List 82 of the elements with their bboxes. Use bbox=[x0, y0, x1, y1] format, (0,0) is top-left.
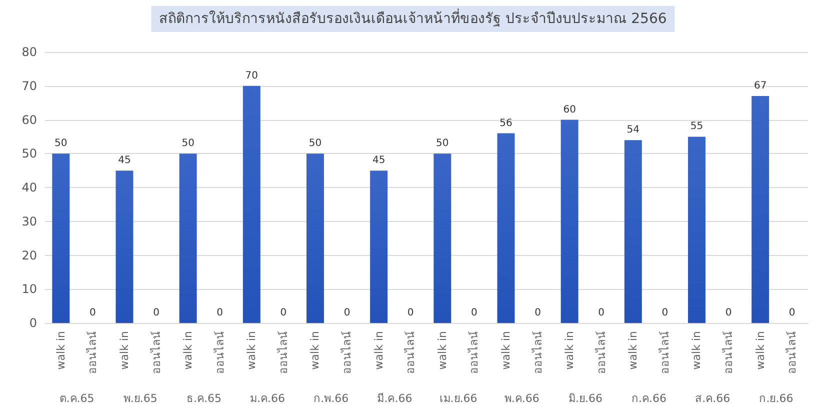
y-tick-label: 40 bbox=[22, 180, 37, 194]
x-tick-label: ออนไลน์ bbox=[531, 331, 544, 374]
y-tick-label: 0 bbox=[29, 316, 37, 330]
data-label: 0 bbox=[662, 308, 668, 318]
bar bbox=[116, 170, 134, 323]
x-tick-label: ออนไลน์ bbox=[276, 331, 290, 374]
x-tick-label: ออนไลน์ bbox=[86, 331, 100, 374]
x-tick-label: walk in bbox=[54, 330, 68, 370]
data-label: 45 bbox=[118, 155, 131, 166]
bar bbox=[52, 154, 70, 323]
text: เม.ย.66 bbox=[439, 392, 478, 405]
y-tick-label: 10 bbox=[22, 282, 37, 296]
bar bbox=[179, 154, 197, 323]
y-tick-label: 50 bbox=[22, 146, 37, 161]
x-tick-label: ออนไลน์ bbox=[150, 331, 163, 374]
data-label: 0 bbox=[153, 308, 160, 318]
x-tick-label: ออนไลน์ bbox=[594, 331, 608, 374]
x-tick-label: walk in bbox=[118, 330, 131, 370]
data-label: 50 bbox=[308, 138, 322, 150]
y-tick-label: 80 bbox=[22, 45, 37, 59]
text: ก.พ.66 bbox=[314, 392, 349, 405]
data-label: 0 bbox=[216, 308, 224, 318]
x-tick-label: ออนไลน์ bbox=[404, 331, 418, 374]
x-tick-label: walk in bbox=[182, 330, 195, 370]
text: มิ.ย.66 bbox=[568, 392, 602, 405]
text: ส.ค.66 bbox=[695, 392, 730, 405]
data-label: 70 bbox=[245, 70, 258, 82]
text: พ.ย.65 bbox=[123, 392, 158, 405]
chart-title: สถิติการให้บริการหนังสือรับรองเงินเดือนเจ้าหน้าที่ของรัฐ ประจำปีงบประมาณ 2566 bbox=[159, 9, 667, 27]
data-label: 67 bbox=[754, 80, 767, 92]
x-tick-label: ออนไลน์ bbox=[340, 331, 354, 374]
data-label: 50 bbox=[54, 138, 68, 150]
bar bbox=[370, 170, 388, 323]
x-tick-label: walk in bbox=[690, 330, 704, 370]
bar bbox=[560, 120, 578, 323]
text: ต.ค.65 bbox=[59, 392, 94, 405]
bar bbox=[752, 96, 770, 323]
bar bbox=[242, 86, 260, 323]
x-tick-label: walk in bbox=[245, 330, 258, 370]
data-label: 50 bbox=[182, 138, 194, 150]
data-label: 0 bbox=[90, 308, 96, 318]
data-label: 0 bbox=[534, 308, 541, 318]
bar bbox=[306, 154, 324, 323]
x-tick-label: walk in bbox=[563, 330, 576, 370]
x-tick-label: walk in bbox=[754, 330, 767, 370]
x-tick-label: ออนไลน์ bbox=[786, 331, 799, 374]
x-tick-label: walk in bbox=[308, 330, 322, 370]
data-label: 56 bbox=[500, 118, 512, 129]
x-tick-label: ออนไลน์ bbox=[213, 331, 226, 374]
x-tick-label: ออนไลน์ bbox=[722, 331, 736, 374]
text: พ.ค.66 bbox=[504, 392, 540, 405]
data-label: 0 bbox=[407, 308, 414, 318]
bar bbox=[624, 140, 642, 323]
data-label: 45 bbox=[372, 155, 386, 166]
y-tick-label: 20 bbox=[22, 248, 37, 262]
x-tick-label: ออนไลน์ bbox=[468, 331, 481, 374]
x-tick-label: walk in bbox=[372, 330, 386, 370]
data-label: 60 bbox=[563, 104, 576, 116]
text: ก.ย.66 bbox=[759, 392, 794, 405]
y-tick-label: 60 bbox=[22, 112, 37, 127]
x-tick-label: ออนไลน์ bbox=[658, 331, 672, 374]
data-label: 0 bbox=[471, 308, 478, 318]
x-tick-label: walk in bbox=[626, 330, 640, 370]
text: ก.ค.66 bbox=[632, 392, 667, 405]
text: ม.ค.66 bbox=[250, 392, 286, 405]
data-label: 0 bbox=[598, 308, 605, 318]
text: มี.ค.66 bbox=[377, 392, 412, 405]
data-label: 50 bbox=[436, 138, 449, 150]
y-tick-label: 30 bbox=[22, 214, 37, 228]
data-label: 0 bbox=[280, 308, 287, 318]
bar bbox=[497, 133, 515, 323]
data-label: 55 bbox=[690, 121, 704, 132]
y-tick-label: 70 bbox=[22, 78, 37, 93]
x-tick-label: walk in bbox=[436, 330, 449, 370]
data-label: 54 bbox=[626, 124, 640, 136]
bar bbox=[434, 154, 452, 323]
data-label: 0 bbox=[788, 308, 796, 318]
x-tick-label: walk in bbox=[499, 330, 512, 370]
bar bbox=[688, 136, 706, 323]
text: ธ.ค.65 bbox=[186, 392, 222, 405]
data-label: 0 bbox=[725, 308, 732, 318]
data-label: 0 bbox=[344, 308, 350, 318]
